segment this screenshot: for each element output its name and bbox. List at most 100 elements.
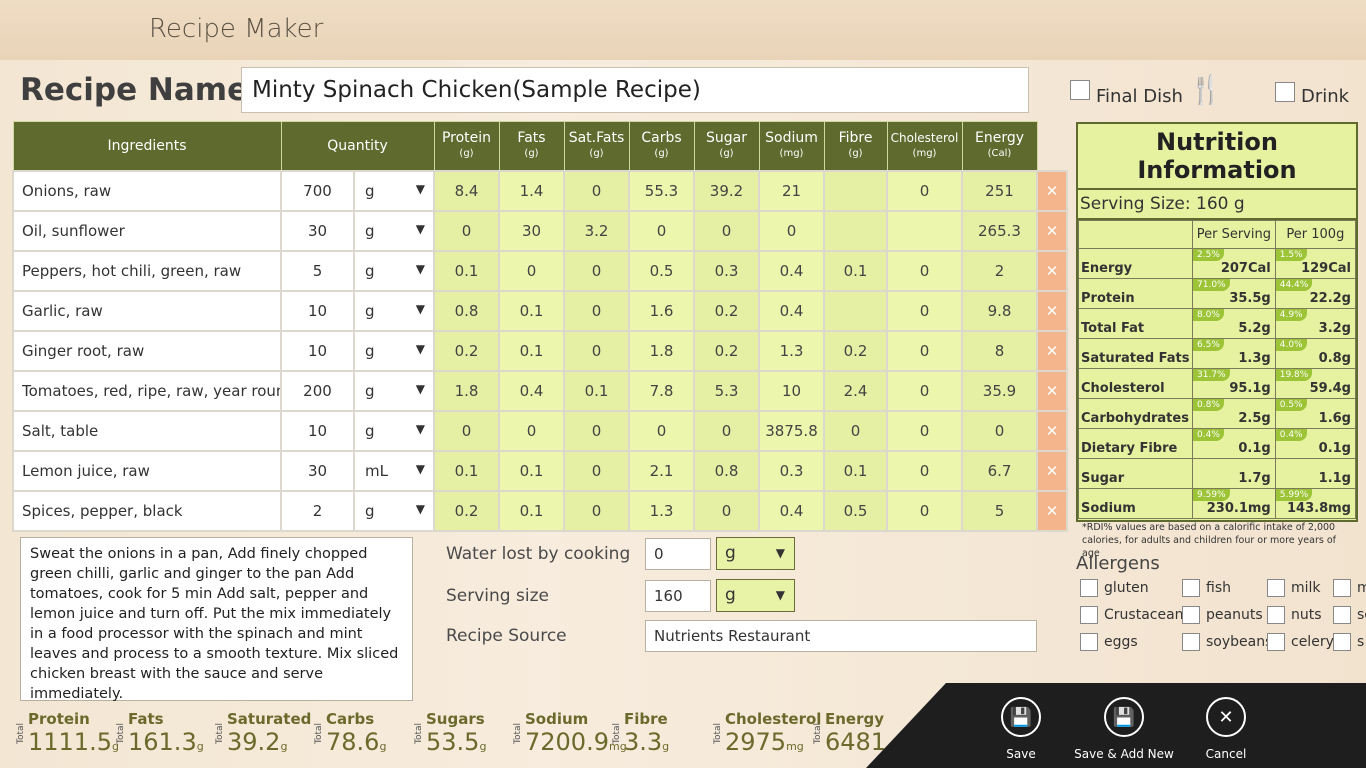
ingredient-unit-select[interactable]: g ▼ — [353, 249, 435, 292]
allergen-label: s — [1357, 634, 1365, 650]
allergen-checkbox[interactable]: celery — [1267, 633, 1334, 651]
allergen-box[interactable] — [1267, 633, 1285, 651]
total-label: Carbs — [326, 710, 375, 728]
rdi-percent: 19.8% — [1275, 369, 1313, 381]
nutrient-fats: 0.1 — [498, 329, 565, 372]
instructions-textarea[interactable]: Sweat the onions in a pan, Add finely ch… — [20, 537, 413, 702]
nutrition-label: Cholesterol — [1078, 368, 1193, 399]
save-add-new-button[interactable]: 💾 Save & Add New — [1069, 697, 1179, 761]
header-satfats: Sat.Fats (g) — [563, 121, 630, 171]
ingredient-unit-select[interactable]: g ▼ — [353, 329, 435, 372]
allergen-checkbox[interactable]: milk — [1267, 579, 1321, 597]
allergen-box[interactable] — [1333, 633, 1351, 651]
allergen-box[interactable] — [1267, 579, 1285, 597]
allergen-checkbox[interactable]: Crustaceans — [1080, 606, 1191, 624]
delete-ingredient-button[interactable]: ✕ — [1036, 449, 1068, 492]
total-side-label: Total — [314, 722, 324, 744]
allergen-checkbox[interactable]: fish — [1182, 579, 1231, 597]
water-lost-unit-select[interactable]: g ▼ — [716, 537, 795, 570]
allergen-checkbox[interactable]: s — [1333, 633, 1364, 651]
allergen-checkbox[interactable]: nuts — [1267, 606, 1322, 624]
drink-checkbox[interactable]: Drink — [1275, 76, 1349, 107]
allergen-box[interactable] — [1182, 579, 1200, 597]
water-lost-input[interactable]: 0 — [645, 538, 711, 570]
allergen-box[interactable] — [1182, 633, 1200, 651]
serving-size-unit-select[interactable]: g ▼ — [716, 579, 795, 612]
allergen-box[interactable] — [1182, 606, 1200, 624]
allergen-box[interactable] — [1080, 633, 1098, 651]
ingredient-quantity[interactable]: 30 — [280, 209, 355, 252]
allergen-box[interactable] — [1333, 579, 1351, 597]
ingredient-name[interactable]: Garlic, raw — [12, 289, 282, 332]
allergen-checkbox[interactable]: eggs — [1080, 633, 1138, 651]
allergen-box[interactable] — [1080, 579, 1098, 597]
nutrient-satfats: 0 — [563, 409, 630, 452]
per-serving-value: 9.59% 230.1mg — [1192, 488, 1276, 519]
total-side-label: Total — [414, 722, 424, 744]
delete-ingredient-button[interactable]: ✕ — [1036, 409, 1068, 452]
allergen-checkbox[interactable]: soybeans — [1182, 633, 1272, 651]
save-button[interactable]: 💾 Save — [966, 697, 1076, 761]
ingredient-unit-select[interactable]: mL ▼ — [353, 449, 435, 492]
nutrient-fats: 0.1 — [498, 449, 565, 492]
delete-ingredient-button[interactable]: ✕ — [1036, 489, 1068, 532]
final-dish-checkbox[interactable]: Final Dish 🍴 — [1070, 72, 1224, 107]
ingredient-quantity[interactable]: 10 — [280, 409, 355, 452]
allergen-checkbox[interactable]: gluten — [1080, 579, 1149, 597]
delete-ingredient-button[interactable]: ✕ — [1036, 289, 1068, 332]
recipe-name-input[interactable]: Minty Spinach Chicken(Sample Recipe) — [241, 67, 1029, 113]
nutrient-sugar: 39.2 — [693, 169, 760, 212]
recipe-source-input[interactable]: Nutrients Restaurant — [645, 620, 1037, 652]
ingredient-quantity[interactable]: 10 — [280, 329, 355, 372]
ingredient-name[interactable]: Tomatoes, red, ripe, raw, year round a — [12, 369, 282, 412]
ingredient-name[interactable]: Oil, sunflower — [12, 209, 282, 252]
allergen-box[interactable] — [1080, 606, 1098, 624]
ingredient-name[interactable]: Ginger root, raw — [12, 329, 282, 372]
ingredient-quantity[interactable]: 5 — [280, 249, 355, 292]
nutrition-row: Carbohydrates 0.8% 2.5g 0.5% 1.6g — [1078, 398, 1357, 429]
ingredient-name[interactable]: Peppers, hot chili, green, raw — [12, 249, 282, 292]
ingredient-unit-select[interactable]: g ▼ — [353, 209, 435, 252]
delete-ingredient-button[interactable]: ✕ — [1036, 209, 1068, 252]
delete-ingredient-button[interactable]: ✕ — [1036, 329, 1068, 372]
allergen-label: se — [1357, 607, 1366, 623]
allergen-checkbox[interactable]: m — [1333, 579, 1366, 597]
chevron-down-icon: ▼ — [415, 181, 425, 196]
nutrition-row: Protein 71.0% 35.5g 44.4% 22.2g — [1078, 278, 1357, 309]
nutrient-chol: 0 — [886, 169, 963, 212]
allergen-box[interactable] — [1267, 606, 1285, 624]
allergen-checkbox[interactable]: peanuts — [1182, 606, 1263, 624]
ingredient-quantity[interactable]: 2 — [280, 489, 355, 532]
serving-size-input[interactable]: 160 — [645, 580, 711, 612]
final-dish-box[interactable] — [1070, 79, 1090, 100]
delete-ingredient-button[interactable]: ✕ — [1036, 369, 1068, 412]
ingredient-row: Ginger root, raw 10 g ▼ 0.2 0.1 0 1.8 0.2 1.3 0.2 0… — [12, 329, 1068, 372]
ingredient-unit-select[interactable]: g ▼ — [353, 369, 435, 412]
delete-ingredient-button[interactable]: ✕ — [1036, 249, 1068, 292]
nutrient-sodium: 21 — [758, 169, 825, 212]
nutrient-energy: 35.9 — [961, 369, 1038, 412]
nutrient-chol: 0 — [886, 449, 963, 492]
allergen-box[interactable] — [1333, 606, 1351, 624]
allergen-checkbox[interactable]: se — [1333, 606, 1366, 624]
cancel-button[interactable]: ✕ Cancel — [1171, 697, 1281, 761]
ingredient-quantity[interactable]: 200 — [280, 369, 355, 412]
ingredient-name[interactable]: Onions, raw — [12, 169, 282, 212]
nutrition-row: Cholesterol 31.7% 95.1g 19.8% 59.4g — [1078, 368, 1357, 399]
cancel-label: Cancel — [1205, 747, 1247, 761]
ingredient-unit-select[interactable]: g ▼ — [353, 409, 435, 452]
nutrient-chol: 0 — [886, 329, 963, 372]
allergen-label: fish — [1206, 580, 1231, 596]
ingredient-unit-select[interactable]: g ▼ — [353, 489, 435, 532]
ingredient-name[interactable]: Lemon juice, raw — [12, 449, 282, 492]
close-icon: ✕ — [1045, 501, 1059, 520]
ingredient-quantity[interactable]: 700 — [280, 169, 355, 212]
ingredient-name[interactable]: Spices, pepper, black — [12, 489, 282, 532]
delete-ingredient-button[interactable]: ✕ — [1036, 169, 1068, 212]
ingredient-quantity[interactable]: 10 — [280, 289, 355, 332]
ingredient-unit-select[interactable]: g ▼ — [353, 169, 435, 212]
ingredient-unit-select[interactable]: g ▼ — [353, 289, 435, 332]
drink-box[interactable] — [1275, 81, 1295, 102]
ingredient-name[interactable]: Salt, table — [12, 409, 282, 452]
ingredient-quantity[interactable]: 30 — [280, 449, 355, 492]
